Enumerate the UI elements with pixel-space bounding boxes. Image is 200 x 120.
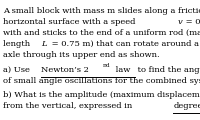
Text: horizontal surface with a speed: horizontal surface with a speed bbox=[3, 18, 138, 26]
Text: = 0.4 m/s.  It collides: = 0.4 m/s. It collides bbox=[183, 18, 200, 26]
Text: to find the angular frequency ω: to find the angular frequency ω bbox=[135, 66, 200, 74]
Text: v: v bbox=[177, 18, 182, 26]
Text: L: L bbox=[41, 40, 47, 48]
Text: length: length bbox=[3, 40, 33, 48]
Text: nd: nd bbox=[103, 63, 111, 68]
Text: b) What is the amplitude (maximum displacement θ: b) What is the amplitude (maximum displa… bbox=[3, 91, 200, 99]
Text: = 0.75 m) that can rotate around a frictionless: = 0.75 m) that can rotate around a frict… bbox=[49, 40, 200, 48]
Text: of small angle oscillations for the combined system.: of small angle oscillations for the comb… bbox=[3, 77, 200, 85]
Text: axle through its upper end as shown.: axle through its upper end as shown. bbox=[3, 51, 160, 59]
Text: with and sticks to the end of a uniform rod (mass: with and sticks to the end of a uniform … bbox=[3, 29, 200, 37]
Text: from the vertical, expressed in: from the vertical, expressed in bbox=[3, 102, 135, 110]
Text: Newton’s 2: Newton’s 2 bbox=[41, 66, 89, 74]
Text: degrees: degrees bbox=[173, 102, 200, 110]
Text: law: law bbox=[113, 66, 130, 74]
Text: A small block with mass m slides along a frictionless: A small block with mass m slides along a… bbox=[3, 7, 200, 15]
Text: a) Use: a) Use bbox=[3, 66, 32, 74]
